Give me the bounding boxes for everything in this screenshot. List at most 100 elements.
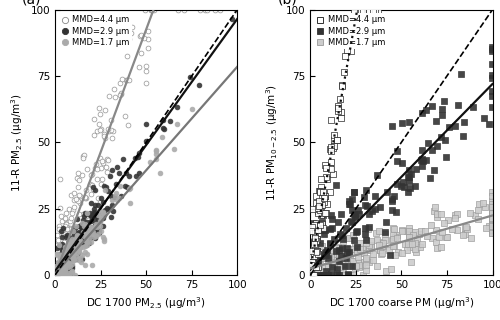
Point — [314, 244, 322, 249]
Point — [419, 158, 427, 163]
Point — [346, 273, 354, 278]
Point — [180, 7, 188, 12]
Point — [360, 260, 368, 265]
Point — [56, 176, 64, 181]
Point — [422, 107, 430, 112]
Point — [56, 268, 64, 274]
Point — [126, 30, 134, 35]
Point — [56, 256, 64, 261]
Point — [54, 272, 62, 277]
Point — [352, 230, 360, 235]
Point — [66, 238, 74, 243]
Point — [78, 257, 86, 262]
Point — [354, 207, 362, 212]
Point — [53, 253, 61, 258]
Point — [438, 113, 446, 118]
Point — [60, 271, 68, 276]
Point — [86, 172, 94, 177]
Point — [332, 249, 340, 254]
Point — [488, 202, 496, 207]
Point — [388, 124, 396, 129]
Point — [94, 213, 102, 218]
Point — [114, 164, 122, 170]
Point — [68, 211, 76, 216]
Point — [488, 204, 496, 209]
Point — [380, 244, 388, 249]
Point — [100, 134, 108, 139]
Point — [82, 243, 90, 248]
Point — [413, 243, 421, 248]
Point — [108, 136, 116, 141]
Point — [70, 250, 78, 255]
Point — [333, 267, 341, 272]
Point — [308, 271, 316, 276]
Point — [362, 188, 370, 193]
Point — [73, 233, 81, 238]
Point — [334, 219, 342, 224]
Point — [69, 254, 77, 259]
Point — [392, 232, 400, 237]
Point — [488, 75, 496, 80]
Point — [405, 119, 413, 124]
Point — [482, 225, 490, 230]
Point — [58, 273, 66, 278]
Point — [54, 273, 62, 278]
Point — [147, 7, 155, 12]
Point — [100, 212, 108, 217]
Point — [82, 240, 90, 245]
Point — [411, 240, 419, 245]
Point — [454, 211, 462, 216]
Point — [56, 214, 64, 219]
Point — [326, 241, 334, 246]
Point — [328, 263, 336, 268]
Point — [62, 263, 70, 268]
Point — [355, 262, 363, 267]
Point — [74, 198, 82, 203]
Point — [90, 218, 98, 223]
Point — [159, 117, 167, 123]
Point — [122, 183, 130, 188]
Point — [63, 259, 71, 264]
Point — [64, 256, 72, 261]
Point — [480, 116, 488, 121]
Point — [350, 249, 358, 254]
Point — [146, 159, 154, 164]
Point — [324, 247, 332, 252]
Point — [310, 239, 318, 244]
Point — [84, 240, 92, 245]
Point — [328, 258, 336, 263]
Point — [61, 248, 69, 253]
Point — [69, 229, 77, 234]
Point — [314, 255, 322, 260]
Point — [404, 190, 412, 195]
Point — [83, 252, 91, 257]
Point — [349, 258, 357, 263]
Point — [52, 242, 60, 247]
Point — [354, 245, 362, 250]
Point — [142, 63, 150, 68]
Point — [62, 224, 70, 229]
Point — [87, 239, 95, 244]
Point — [314, 252, 322, 257]
Point — [60, 259, 68, 264]
Point — [347, 48, 355, 53]
Point — [315, 198, 323, 204]
Point — [469, 105, 477, 110]
Point — [314, 208, 322, 213]
Point — [326, 146, 334, 151]
Point — [364, 260, 372, 265]
Point — [331, 260, 339, 265]
Point — [488, 89, 496, 94]
Point — [327, 159, 335, 164]
Point — [80, 236, 88, 241]
Point — [467, 236, 475, 241]
X-axis label: DC 1700 PM$_{2.5}$ (μg/m$^3$): DC 1700 PM$_{2.5}$ (μg/m$^3$) — [86, 296, 206, 311]
Point — [58, 269, 66, 275]
Point — [232, 7, 240, 12]
Point — [321, 251, 329, 256]
Point — [388, 198, 396, 204]
Point — [126, 185, 134, 190]
Point — [353, 249, 361, 254]
Point — [92, 212, 100, 217]
Point — [378, 244, 386, 249]
